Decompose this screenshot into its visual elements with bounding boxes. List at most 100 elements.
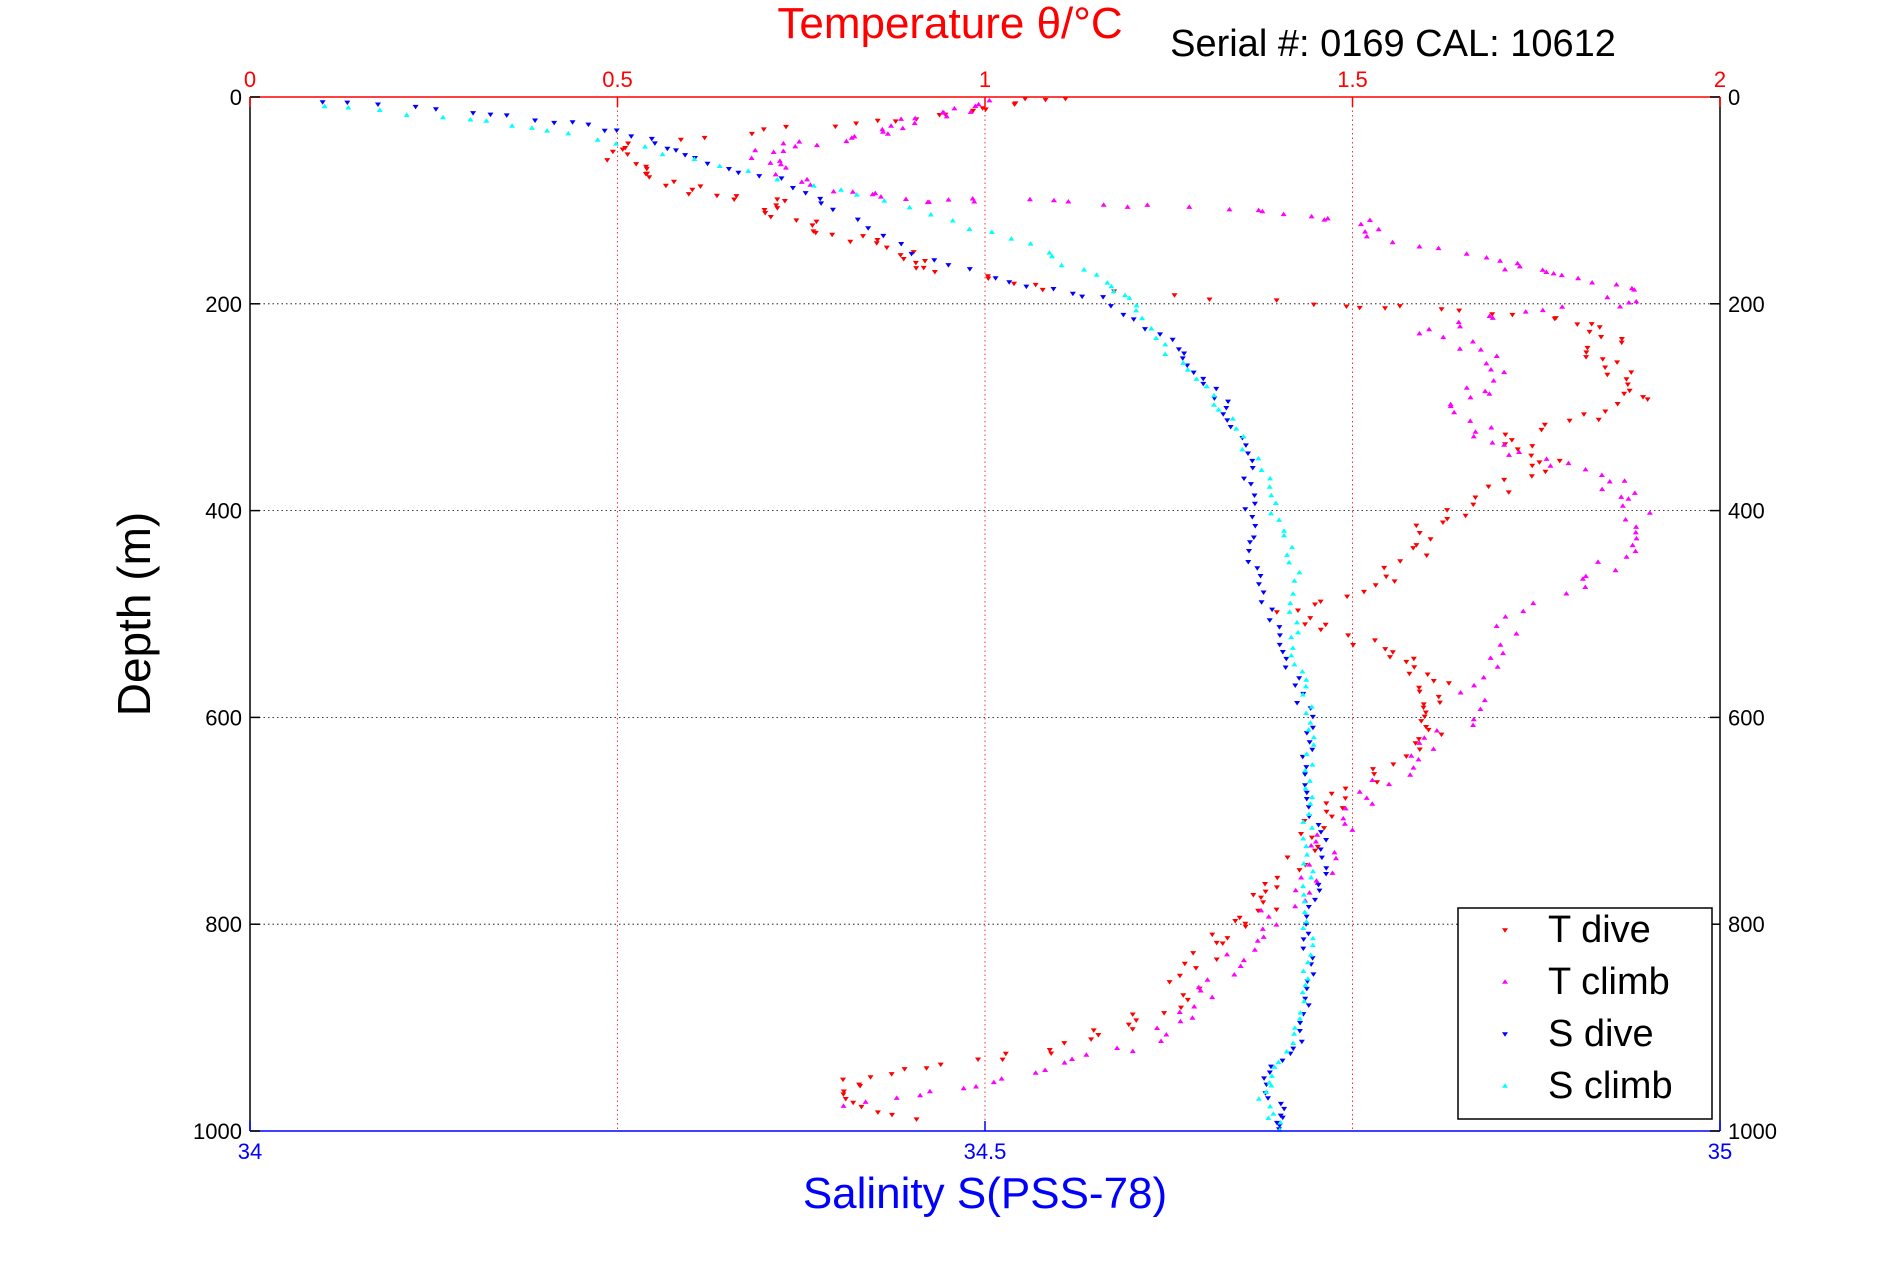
data-point <box>1344 594 1351 600</box>
data-point <box>735 170 742 176</box>
data-point <box>1382 647 1389 652</box>
data-point <box>1272 500 1279 505</box>
data-point <box>1516 263 1523 269</box>
data-point <box>1306 890 1313 895</box>
data-point <box>752 147 759 153</box>
data-point <box>1093 272 1100 277</box>
data-point <box>1269 607 1276 613</box>
data-point <box>1457 690 1464 695</box>
data-point <box>940 110 947 115</box>
data-point <box>1195 984 1202 990</box>
data-point <box>1489 315 1496 320</box>
data-point <box>1341 821 1348 826</box>
data-point <box>1389 239 1396 245</box>
data-point <box>1100 295 1107 300</box>
data-point <box>585 122 592 128</box>
data-point <box>1307 801 1314 806</box>
data-point <box>1200 381 1207 387</box>
data-point <box>1290 1040 1297 1045</box>
data-point <box>1305 931 1312 937</box>
data-point <box>849 189 856 194</box>
data-point <box>1209 932 1216 938</box>
data-point <box>1309 956 1316 961</box>
data-point <box>1575 275 1582 281</box>
data-point <box>979 106 986 111</box>
data-point <box>1629 542 1636 548</box>
x-axis-label: Salinity S(PSS-78) <box>803 1169 1167 1218</box>
data-point <box>1416 531 1423 536</box>
data-point <box>713 193 720 199</box>
y-axis-label: Depth (m) <box>108 512 160 716</box>
data-point <box>1266 484 1273 489</box>
data-point <box>1447 403 1454 409</box>
data-point <box>467 116 474 122</box>
data-point <box>988 229 995 234</box>
data-point <box>1259 926 1266 931</box>
data-point <box>1480 674 1487 680</box>
data-point <box>651 141 658 146</box>
data-point <box>1467 418 1474 423</box>
data-point <box>1444 516 1451 522</box>
data-point <box>926 1088 933 1094</box>
data-point <box>1385 781 1392 787</box>
data-point <box>1279 1058 1286 1064</box>
data-point <box>936 112 943 118</box>
data-point <box>503 113 510 118</box>
data-point <box>1192 966 1199 971</box>
data-point <box>1026 196 1033 202</box>
data-point <box>1559 304 1566 309</box>
data-point <box>319 100 326 105</box>
data-point <box>1166 980 1173 985</box>
data-point <box>1300 937 1307 942</box>
data-point <box>1621 391 1628 397</box>
data-point <box>1457 323 1464 329</box>
data-point <box>1299 692 1306 697</box>
y-tick-label-left: 200 <box>205 292 242 317</box>
data-point <box>1275 1059 1282 1065</box>
y-tick-label-left: 0 <box>230 85 242 110</box>
data-point <box>1314 844 1321 850</box>
top-tick-label: 2 <box>1714 67 1726 92</box>
data-point <box>1133 302 1140 308</box>
data-point <box>1049 253 1056 259</box>
data-point <box>604 158 611 163</box>
data-point <box>760 127 767 132</box>
data-point <box>1266 1070 1273 1076</box>
data-point <box>1300 892 1307 897</box>
data-point <box>843 138 850 144</box>
data-point <box>1614 401 1621 407</box>
data-point <box>762 210 769 216</box>
data-point <box>1245 549 1252 554</box>
data-point <box>1061 1041 1068 1046</box>
data-point <box>1628 370 1635 375</box>
data-point <box>716 163 723 169</box>
data-point <box>1331 849 1338 855</box>
data-point <box>704 161 711 167</box>
data-point <box>1633 535 1640 541</box>
bottom-tick-label: 34.5 <box>964 1139 1007 1164</box>
data-point <box>1282 665 1289 671</box>
data-point <box>1268 510 1275 516</box>
data-point <box>1177 1005 1184 1011</box>
data-point <box>900 257 907 262</box>
data-point <box>874 118 881 124</box>
y-tick-label-right: 1000 <box>1728 1119 1777 1144</box>
data-point <box>725 167 732 172</box>
data-point <box>1413 523 1420 529</box>
data-point <box>1141 327 1148 332</box>
data-point <box>913 266 920 271</box>
data-point <box>1488 425 1495 430</box>
data-point <box>873 241 880 246</box>
data-point <box>1520 608 1527 614</box>
data-point <box>1493 623 1500 629</box>
data-point <box>1529 444 1536 449</box>
data-point <box>1258 907 1265 913</box>
data-point <box>1304 979 1311 985</box>
data-point <box>1579 576 1586 581</box>
data-point <box>1308 874 1315 880</box>
data-point <box>1494 664 1501 669</box>
data-point <box>1300 819 1307 824</box>
data-point <box>1211 396 1218 401</box>
data-point <box>1477 706 1484 712</box>
